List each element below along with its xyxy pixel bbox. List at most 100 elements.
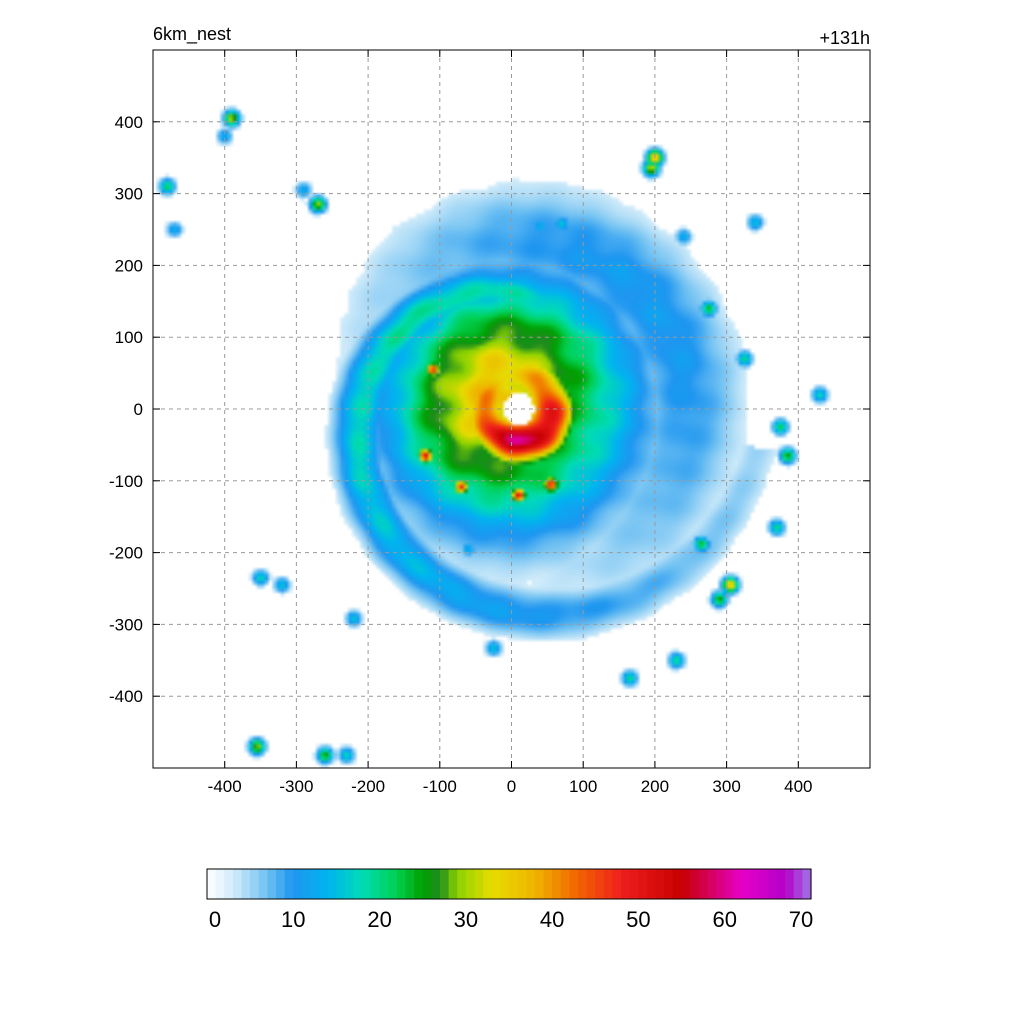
colorbar-swatch bbox=[431, 869, 441, 899]
y-tick-label: 200 bbox=[115, 256, 143, 275]
colorbar-swatch bbox=[793, 869, 803, 899]
x-tick-label: 0 bbox=[507, 777, 516, 796]
colorbar-swatch bbox=[707, 869, 717, 899]
colorbar-swatch bbox=[543, 869, 553, 899]
colorbar-swatch bbox=[267, 869, 277, 899]
colorbar-swatch bbox=[362, 869, 372, 899]
y-tick-label: -400 bbox=[109, 687, 143, 706]
colorbar-swatch bbox=[258, 869, 268, 899]
colorbar-swatch bbox=[716, 869, 726, 899]
x-tick-label: 300 bbox=[712, 777, 740, 796]
colorbar-swatch bbox=[336, 869, 346, 899]
axis-ticks bbox=[153, 50, 870, 768]
colorbar-swatch bbox=[405, 869, 415, 899]
colorbar-swatch bbox=[327, 869, 338, 899]
colorbar-swatch bbox=[785, 869, 795, 899]
colorbar-swatch bbox=[802, 869, 812, 899]
colorbar: 0 10 20 30 40 50 60 70 bbox=[206, 868, 813, 932]
title-left: 6km_nest bbox=[153, 24, 231, 45]
plot-area bbox=[153, 50, 870, 768]
colorbar-swatch bbox=[301, 869, 312, 899]
colorbar-swatch bbox=[586, 869, 596, 899]
colorbar-swatch bbox=[560, 869, 570, 899]
y-tick-labels: 400 300 200 100 0 -100 -200 -300 -400 bbox=[109, 113, 143, 706]
colorbar-swatch bbox=[353, 869, 363, 899]
colorbar-swatch bbox=[629, 869, 640, 899]
colorbar-swatch bbox=[767, 869, 778, 899]
colorbar-swatch bbox=[474, 869, 484, 899]
colorbar-swatch bbox=[422, 869, 432, 899]
colorbar-swatch bbox=[526, 869, 536, 899]
colorbar-swatch bbox=[232, 869, 243, 899]
colorbar-swatch bbox=[724, 869, 734, 899]
colorbar-swatch bbox=[681, 869, 691, 899]
x-tick-label: -300 bbox=[279, 777, 313, 796]
colorbar-swatch bbox=[457, 869, 467, 899]
colorbar-labels: 0 10 20 30 40 50 60 70 bbox=[209, 907, 813, 932]
colorbar-tick-label: 70 bbox=[789, 907, 813, 932]
colorbar-swatch bbox=[776, 869, 786, 899]
x-tick-label: 200 bbox=[641, 777, 669, 796]
colorbar-swatch bbox=[224, 869, 234, 899]
colorbar-swatch bbox=[621, 869, 631, 899]
colorbar-swatch bbox=[638, 869, 648, 899]
colorbar-swatch bbox=[250, 869, 260, 899]
colorbar-tick-label: 50 bbox=[626, 907, 650, 932]
y-tick-label: 300 bbox=[115, 185, 143, 204]
colorbar-swatch bbox=[595, 869, 605, 899]
colorbar-swatch bbox=[578, 869, 588, 899]
colorbar-swatch bbox=[388, 869, 398, 899]
colorbar-swatch bbox=[465, 869, 476, 899]
colorbar-swatch bbox=[690, 869, 700, 899]
x-tick-labels: -400 -300 -200 -100 0 100 200 300 400 bbox=[208, 777, 813, 796]
colorbar-tick-label: 20 bbox=[367, 907, 391, 932]
colorbar-swatch bbox=[534, 869, 545, 899]
title-right: +131h bbox=[819, 28, 870, 48]
colorbar-swatch bbox=[655, 869, 665, 899]
colorbar-swatch bbox=[241, 869, 251, 899]
colorbar-swatch bbox=[379, 869, 389, 899]
x-tick-label: -200 bbox=[351, 777, 385, 796]
colorbar-swatch bbox=[414, 869, 424, 899]
x-tick-label: -100 bbox=[423, 777, 457, 796]
colorbar-swatch bbox=[509, 869, 519, 899]
colorbar-swatch bbox=[759, 869, 769, 899]
reflectivity-field bbox=[153, 50, 870, 768]
y-tick-label: -100 bbox=[109, 472, 143, 491]
colorbar-swatch bbox=[491, 869, 501, 899]
colorbar-swatch bbox=[448, 869, 458, 899]
x-tick-label: 100 bbox=[569, 777, 597, 796]
colorbar-swatch bbox=[741, 869, 752, 899]
colorbar-swatch bbox=[750, 869, 760, 899]
x-tick-label: -400 bbox=[208, 777, 242, 796]
colorbar-swatch bbox=[733, 869, 743, 899]
colorbar-swatch bbox=[345, 869, 355, 899]
colorbar-swatch bbox=[319, 869, 329, 899]
colorbar-swatch bbox=[672, 869, 683, 899]
colorbar-swatch bbox=[603, 869, 614, 899]
y-tick-label: 100 bbox=[115, 328, 143, 347]
colorbar-swatch bbox=[483, 869, 493, 899]
colorbar-tick-label: 0 bbox=[209, 907, 221, 932]
y-tick-label: -300 bbox=[109, 615, 143, 634]
colorbar-swatch bbox=[517, 869, 527, 899]
colorbar-swatch bbox=[293, 869, 303, 899]
y-tick-label: 0 bbox=[134, 400, 143, 419]
x-tick-label: 400 bbox=[784, 777, 812, 796]
colorbar-tick-label: 60 bbox=[712, 907, 736, 932]
colorbar-swatch bbox=[310, 869, 320, 899]
colorbar-swatch bbox=[276, 869, 286, 899]
colorbar-swatch bbox=[569, 869, 579, 899]
colorbar-tick-label: 30 bbox=[454, 907, 478, 932]
colorbar-swatch bbox=[284, 869, 294, 899]
colorbar-tick-label: 10 bbox=[281, 907, 305, 932]
y-tick-label: 400 bbox=[115, 113, 143, 132]
colorbar-swatch bbox=[552, 869, 562, 899]
colorbar-frame bbox=[206, 868, 812, 900]
colorbar-swatch bbox=[215, 869, 225, 899]
colorbar-swatch bbox=[370, 869, 381, 899]
colorbar-swatch bbox=[647, 869, 657, 899]
colorbar-swatch bbox=[439, 869, 450, 899]
colorbar-tick-label: 40 bbox=[540, 907, 564, 932]
